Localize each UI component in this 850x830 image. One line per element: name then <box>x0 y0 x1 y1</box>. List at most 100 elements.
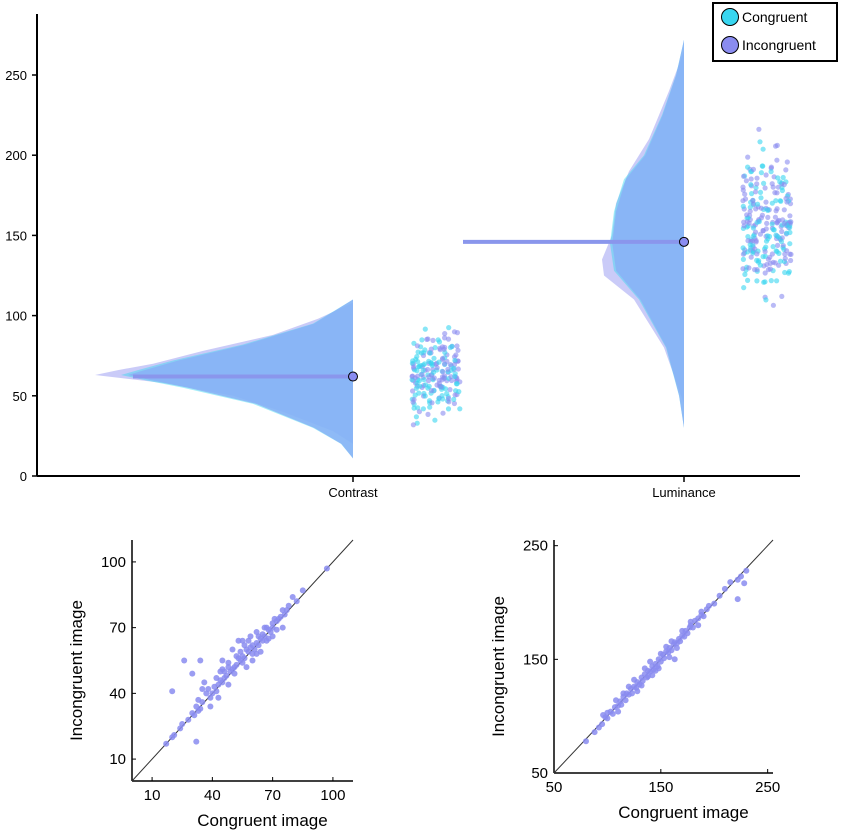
rain-point-contrast <box>449 343 455 349</box>
rain-point-luminance <box>748 182 754 188</box>
rain-point-contrast <box>418 350 425 356</box>
rain-point-luminance <box>782 269 788 276</box>
x-axis-label: Congruent image <box>618 803 748 822</box>
scatter-point <box>225 681 232 688</box>
rain-point-luminance <box>773 208 779 214</box>
rain-point-luminance <box>747 208 753 214</box>
rain-point-contrast <box>445 336 452 342</box>
rain-point-contrast <box>435 399 441 405</box>
scatter-point <box>163 740 170 747</box>
rain-point-contrast <box>446 325 452 331</box>
scatter-point <box>185 716 192 723</box>
rain-point-contrast <box>432 417 438 423</box>
rain-point-luminance <box>774 278 780 284</box>
rain-point-luminance <box>750 225 757 231</box>
rain-point-luminance <box>787 241 793 247</box>
rain-point-luminance <box>746 265 752 271</box>
rain-point-luminance <box>762 270 768 276</box>
rain-point-luminance <box>775 175 781 181</box>
scatter-point <box>687 618 694 625</box>
rain-point-contrast <box>440 355 446 361</box>
rain-point-contrast <box>411 405 417 411</box>
x-tick-label: 250 <box>755 779 780 796</box>
rain-point-luminance <box>753 189 759 195</box>
rain-point-luminance <box>741 285 747 291</box>
scatter-point <box>197 657 204 664</box>
scatter-luminance: 50 150 250 50 150 250 Congruent image Incongrue… <box>489 538 780 822</box>
scatter-point <box>641 665 648 672</box>
scatter-point <box>743 567 750 574</box>
scatter-point <box>671 656 678 663</box>
rain-point-luminance <box>781 207 787 213</box>
scatter-point <box>279 624 286 631</box>
rain-point-contrast <box>426 358 432 364</box>
scatter-point <box>289 594 296 600</box>
rain-point-contrast <box>411 364 417 370</box>
rain-point-luminance <box>765 207 771 213</box>
rain-point-luminance <box>740 266 746 272</box>
scatter-point <box>673 645 680 651</box>
scatter-point <box>243 664 250 671</box>
scatter-point <box>721 585 728 592</box>
rain-point-luminance <box>767 266 774 272</box>
legend-congruent-marker <box>721 8 739 26</box>
y-axis-label: Incongruent image <box>67 600 86 741</box>
rain-point-luminance <box>745 154 751 160</box>
legend-congruent-label: Congruent <box>742 9 807 25</box>
rain-point-contrast <box>410 422 416 428</box>
rain-point-contrast <box>414 343 420 349</box>
rain-point-contrast <box>418 362 424 369</box>
rain-point-luminance <box>774 190 780 196</box>
scatter-point <box>211 683 218 690</box>
scatter-point <box>666 654 673 661</box>
rain-point-contrast <box>445 366 451 372</box>
scatter-point <box>661 655 667 662</box>
rain-point-contrast <box>449 377 455 384</box>
scatter-point <box>293 598 300 605</box>
rain-point-luminance <box>740 187 746 193</box>
rain-point-luminance <box>781 181 787 188</box>
scatter-point <box>249 657 256 664</box>
rain-point-luminance <box>774 142 780 148</box>
scatter-point <box>689 624 696 631</box>
rain-point-contrast <box>420 406 426 412</box>
rain-point-contrast <box>447 362 453 368</box>
rain-point-luminance <box>749 191 755 197</box>
scatter-point <box>247 633 254 640</box>
rain-point-contrast <box>428 346 434 352</box>
rain-point-contrast <box>436 359 442 365</box>
violin-contrast-overlap <box>127 299 354 459</box>
rain-point-contrast <box>422 393 428 399</box>
rain-point-luminance <box>762 185 768 191</box>
rain-point-contrast <box>413 385 419 391</box>
rain-point-contrast <box>451 365 457 371</box>
y-tick-label: 10 <box>109 751 126 768</box>
rain-point-luminance <box>740 251 747 257</box>
rain-point-luminance <box>778 238 785 245</box>
rain-point-luminance <box>750 250 756 256</box>
scatter-point <box>189 710 196 717</box>
scatter-point <box>684 630 691 637</box>
rain-point-contrast <box>452 373 458 380</box>
rain-point-contrast <box>412 392 418 398</box>
scatter-point <box>700 613 707 620</box>
scatter-point <box>647 658 654 665</box>
scatter-point <box>657 650 664 657</box>
rain-point-luminance <box>758 205 764 211</box>
rain-point-contrast <box>429 400 435 406</box>
scatter-point <box>235 637 242 644</box>
rain-point-contrast <box>441 346 447 352</box>
rain-point-contrast <box>440 369 446 375</box>
rain-point-luminance <box>753 206 759 212</box>
rain-point-contrast <box>453 381 460 387</box>
rain-point-contrast <box>421 377 427 383</box>
rain-point-luminance <box>786 269 792 275</box>
scatter-point <box>193 738 200 745</box>
rain-point-luminance <box>741 223 747 229</box>
scatter-point <box>273 626 280 633</box>
scatter-point <box>711 600 718 607</box>
scatter-point <box>677 638 684 645</box>
scatter-point <box>668 638 675 645</box>
scatter-point <box>649 672 656 679</box>
rain-point-luminance <box>769 221 775 227</box>
